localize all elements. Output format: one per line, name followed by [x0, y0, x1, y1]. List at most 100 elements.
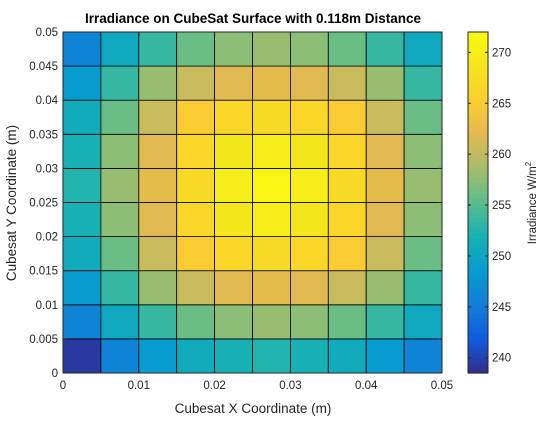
x-tick-label: 0: [60, 380, 66, 392]
colorbar-band: [468, 92, 488, 98]
x-tick-label: 0.04: [355, 380, 378, 392]
heatmap-cell: [403, 304, 443, 340]
heatmap-cell: [62, 202, 102, 237]
heatmap-cell: [365, 236, 405, 272]
colorbar-band: [468, 272, 488, 279]
colorbar-band: [468, 262, 488, 269]
heatmap-cell: [252, 236, 291, 272]
colorbar-band: [468, 267, 488, 274]
heatmap-cell: [289, 31, 329, 67]
heatmap-cell: [327, 338, 367, 374]
colorbar-band: [468, 202, 488, 209]
colorbar-band: [468, 182, 488, 189]
heatmap-cell: [403, 167, 443, 203]
y-tick-label: 0.05: [36, 27, 58, 39]
colorbar-band: [468, 102, 488, 108]
y-tick-label: 0.025: [29, 198, 58, 210]
heatmap-cell: [62, 99, 102, 135]
heatmap-cell: [176, 31, 215, 67]
heatmap-cell: [365, 304, 405, 340]
heatmap-cell: [327, 31, 367, 67]
heatmap-cell: [100, 133, 140, 169]
colorbar-tick-label: 245: [492, 302, 511, 314]
colorbar-band: [468, 232, 488, 239]
heatmap-cell: [138, 236, 178, 272]
colorbar-band: [468, 352, 488, 359]
colorbar-band: [468, 297, 488, 304]
colorbar-band: [468, 252, 488, 259]
heatmap-cell: [100, 202, 140, 237]
heatmap-cell: [100, 236, 140, 272]
heatmap-cell: [365, 99, 405, 135]
chart-title: Irradiance on CubeSat Surface with 0.118…: [85, 11, 422, 26]
colorbar-band: [468, 117, 488, 123]
heatmap-cell: [138, 167, 178, 203]
heatmap-cell: [176, 270, 215, 306]
heatmap-cell: [138, 270, 178, 306]
heatmap-cell: [214, 167, 253, 203]
colorbar-band: [468, 312, 488, 319]
heatmap-cell: [176, 304, 215, 340]
heatmap-cell: [403, 65, 443, 101]
colorbar: 240 245 250 255 260 265 270: [467, 31, 511, 374]
heatmap-cell: [289, 133, 329, 169]
heatmap-cell: [100, 31, 140, 67]
colorbar-band: [468, 277, 488, 284]
heatmap-cell: [62, 167, 102, 203]
heatmap-cell: [62, 304, 102, 340]
heatmap-cell: [176, 65, 215, 101]
heatmap-cell: [252, 202, 291, 237]
colorbar-band: [468, 327, 488, 334]
heatmap-cell: [176, 202, 215, 237]
heatmap-cell: [365, 133, 405, 169]
colorbar-band: [468, 317, 488, 324]
heatmap-cell: [252, 270, 291, 306]
heatmap-cell: [100, 304, 140, 340]
y-tick-label: 0.01: [36, 300, 58, 312]
heatmap-cell: [138, 65, 178, 101]
heatmap-cell: [62, 270, 102, 306]
colorbar-band: [468, 97, 488, 103]
y-tick-label: 0.015: [29, 266, 58, 278]
heatmap-cell: [214, 202, 253, 237]
heatmap-cell: [252, 99, 291, 135]
heatmap-cell: [403, 270, 443, 306]
heatmap-cell: [327, 65, 367, 101]
heatmap-cell: [214, 99, 253, 135]
colorbar-band: [468, 302, 488, 309]
heatmap-cell: [327, 304, 367, 340]
heatmap-cell: [252, 167, 291, 203]
colorbar-band: [468, 237, 488, 244]
heatmap-cell: [62, 65, 102, 101]
heatmap-cell: [138, 133, 178, 169]
heatmap-cell: [327, 99, 367, 135]
heatmap-cell: [252, 65, 291, 101]
heatmap-cell: [289, 99, 329, 135]
heatmap-cell: [214, 338, 253, 374]
colorbar-band: [468, 177, 488, 184]
colorbar-band: [468, 67, 488, 73]
heatmap-cell: [365, 202, 405, 237]
x-axis-label: Cubesat X Coordinate (m): [175, 401, 332, 416]
heatmap-cell: [176, 167, 215, 203]
colorbar-band: [468, 127, 488, 133]
heatmap-cell: [365, 167, 405, 203]
heatmap-cell: [62, 236, 102, 272]
colorbar-band: [468, 322, 488, 329]
heatmap-cell: [252, 304, 291, 340]
heatmap-cell: [62, 133, 102, 169]
heatmap-cell: [327, 270, 367, 306]
heatmap-cell: [214, 65, 253, 101]
heatmap-cell: [365, 31, 405, 67]
heatmap-cell: [365, 270, 405, 306]
heatmap-cell: [100, 270, 140, 306]
colorbar-band: [468, 107, 488, 113]
colorbar-band: [468, 142, 488, 148]
colorbar-band: [468, 197, 488, 204]
heatmap-cell: [100, 99, 140, 135]
colorbar-tick-label: 255: [492, 200, 511, 212]
colorbar-tick-label: 270: [492, 47, 511, 59]
x-tick-label: 0.03: [279, 380, 301, 392]
heatmap-cell: [138, 304, 178, 340]
